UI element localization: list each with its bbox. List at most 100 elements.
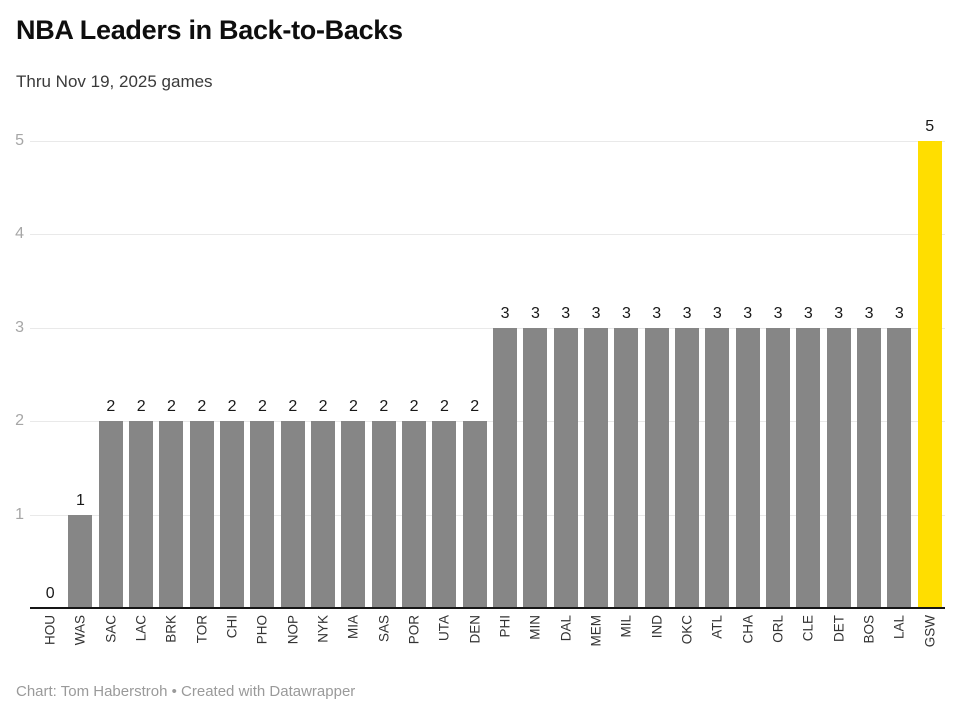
bar-value-label-uta: 2: [439, 398, 449, 416]
bar-value-label-chi: 2: [227, 398, 237, 416]
x-axis-label-cha: CHA: [739, 615, 755, 644]
bar-slot-hou: 0 HOU: [35, 141, 65, 646]
x-axis-label-ind: IND: [648, 615, 664, 639]
x-axis-label-nyk: NYK: [315, 615, 331, 643]
x-axis-label-was: WAS: [72, 615, 88, 646]
y-axis-tick-label-4: 4: [15, 225, 24, 243]
x-axis-label-bos: BOS: [861, 615, 877, 644]
x-axis-label-chi: CHI: [224, 615, 240, 639]
gridline-2: [30, 421, 945, 423]
bar-atl: [705, 327, 730, 608]
x-axis-label-mil: MIL: [618, 615, 634, 638]
bar-value-label-por: 2: [409, 398, 419, 416]
gridline-5: [30, 141, 945, 142]
bar-mem: [584, 327, 609, 608]
bar-value-label-brk: 2: [167, 398, 176, 416]
bar-okc: [675, 327, 700, 608]
bar-slot-tor: 2 TOR: [187, 141, 217, 643]
bar-value-label-bos: 3: [864, 304, 874, 322]
bar-lal: [887, 327, 912, 608]
bar-value-label-phi: 3: [500, 304, 510, 322]
bar-slot-den: 2 DEN: [460, 141, 490, 644]
bar-gsw: [917, 141, 942, 608]
x-axis-label-dal: DAL: [557, 615, 573, 642]
bar-slot-ind: 3 IND: [642, 141, 672, 638]
y-axis-tick-label-1: 1: [15, 505, 24, 523]
bar-value-label-mil: 3: [621, 304, 631, 322]
x-axis-label-orl: ORL: [770, 615, 786, 643]
bar-slot-phi: 3 PHI: [490, 141, 520, 638]
bar-slot-sas: 2 SAS: [369, 141, 399, 642]
bar-nyk: [311, 421, 336, 608]
bar-slot-gsw: 5 GSW: [915, 119, 945, 647]
bar-slot-nyk: 2 NYK: [308, 141, 338, 643]
bar-value-label-mia: 2: [348, 398, 358, 416]
y-axis-tick-label-2: 2: [15, 412, 24, 430]
bar-value-label-was: 1: [76, 491, 85, 509]
bar-phi: [493, 327, 518, 608]
bar-value-label-ind: 3: [652, 304, 662, 322]
x-axis-label-por: POR: [406, 615, 422, 645]
bar-value-label-cha: 3: [743, 304, 753, 322]
x-axis-label-lal: LAL: [891, 615, 907, 640]
bar-slot-pho: 2 PHO: [247, 141, 277, 644]
x-axis-label-hou: HOU: [42, 615, 58, 645]
bar-value-label-dal: 3: [561, 304, 571, 322]
bars-container: 0 HOU 1 WAS 2 SAC 2 LAC 2 BRK 2 TOR 2 CHI 2 PHO 2 NOP 2 NYK…: [35, 119, 945, 647]
bar-cha: [735, 327, 760, 608]
bar-was: [68, 514, 93, 608]
x-axis-label-pho: PHO: [254, 615, 270, 645]
x-axis-label-nop: NOP: [285, 615, 301, 645]
bar-tor: [189, 421, 214, 608]
bar-slot-bos: 3 BOS: [854, 141, 884, 644]
bar-uta: [432, 421, 457, 608]
x-axis-label-min: MIN: [527, 615, 543, 640]
bar-value-label-okc: 3: [682, 304, 692, 322]
x-axis-label-okc: OKC: [679, 615, 695, 645]
x-axis-label-mem: MEM: [588, 615, 604, 647]
bar-chi: [220, 421, 245, 608]
bar-slot-nop: 2 NOP: [278, 141, 308, 644]
x-axis-label-cle: CLE: [800, 615, 816, 642]
bar-lac: [129, 421, 154, 608]
bar-value-label-nyk: 2: [318, 398, 328, 416]
bar-slot-chi: 2 CHI: [217, 141, 247, 638]
gridline-1: [30, 514, 945, 516]
bar-slot-mem: 3 MEM: [581, 141, 611, 647]
bar-slot-dal: 3 DAL: [551, 141, 581, 641]
bar-value-label-lac: 2: [136, 398, 146, 416]
bar-mil: [614, 327, 639, 608]
bar-det: [826, 327, 851, 608]
bar-den: [462, 421, 487, 608]
bar-min: [523, 327, 548, 608]
bar-dal: [553, 327, 578, 608]
bar-slot-mia: 2 MIA: [338, 141, 368, 639]
bar-slot-min: 3 MIN: [520, 141, 550, 640]
bar-value-label-gsw: 5: [925, 118, 935, 135]
bar-sac: [98, 421, 123, 608]
bar-value-label-det: 3: [834, 304, 844, 322]
x-axis-label-det: DET: [830, 615, 846, 642]
bar-slot-okc: 3 OKC: [672, 141, 702, 644]
y-axis-tick-label-5: 5: [15, 132, 24, 149]
bar-value-label-hou: 0: [45, 585, 55, 602]
bar-value-label-cle: 3: [803, 304, 813, 322]
x-axis-label-gsw: GSW: [921, 615, 937, 648]
x-axis-label-phi: PHI: [497, 615, 513, 638]
bar-value-label-den: 2: [470, 398, 480, 416]
x-axis-label-sac: SAC: [103, 615, 119, 643]
bar-orl: [766, 327, 791, 608]
bar-slot-por: 2 POR: [399, 141, 429, 644]
x-axis-label-den: DEN: [467, 615, 482, 644]
bar-bos: [857, 327, 882, 608]
plot-area: 0 HOU 1 WAS 2 SAC 2 LAC 2 BRK 2 TOR 2 CHI 2 PHO 2 NOP 2 NYK…: [15, 119, 945, 647]
x-axis-label-mia: MIA: [345, 615, 361, 640]
bar-value-label-lal: 3: [894, 304, 904, 322]
bar-slot-cha: 3 CHA: [733, 141, 763, 644]
bar-slot-sac: 2 SAC: [96, 141, 126, 643]
bar-slot-atl: 3 ATL: [702, 141, 732, 639]
bar-nop: [280, 421, 305, 608]
chart-title: NBA Leaders in Back-to-Backs: [16, 15, 403, 45]
bar-cle: [796, 327, 821, 608]
bar-slot-cle: 3 CLE: [793, 141, 823, 641]
